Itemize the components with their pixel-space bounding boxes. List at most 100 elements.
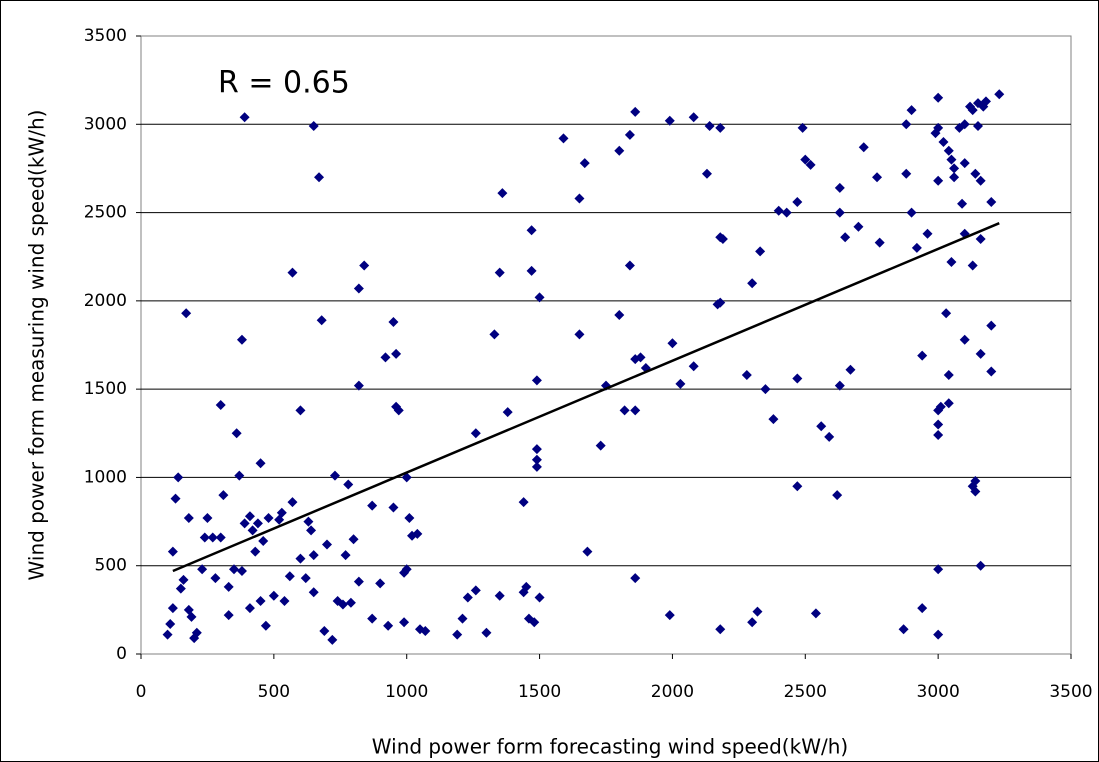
point xyxy=(470,428,481,439)
point xyxy=(210,573,221,584)
point xyxy=(688,112,699,123)
point xyxy=(250,546,261,557)
point xyxy=(207,532,218,543)
point xyxy=(967,105,978,116)
point xyxy=(353,576,364,587)
point xyxy=(630,106,641,117)
point xyxy=(162,629,173,640)
point xyxy=(457,613,468,624)
point xyxy=(911,242,922,253)
point xyxy=(197,564,208,575)
point xyxy=(388,502,399,513)
point xyxy=(558,133,569,144)
point xyxy=(244,603,255,614)
point xyxy=(715,232,726,243)
point xyxy=(167,603,178,614)
point xyxy=(805,159,816,170)
point xyxy=(975,560,986,571)
point xyxy=(704,121,715,132)
point xyxy=(970,475,981,486)
point xyxy=(579,158,590,169)
point xyxy=(792,481,803,492)
point xyxy=(834,380,845,391)
point xyxy=(316,315,327,326)
y-tick-label: 1500 xyxy=(84,379,127,399)
point xyxy=(306,525,317,536)
point xyxy=(858,142,869,153)
point xyxy=(383,620,394,631)
point xyxy=(470,585,481,596)
point xyxy=(938,136,949,147)
point xyxy=(263,513,274,524)
point xyxy=(917,350,928,361)
point xyxy=(800,154,811,165)
point xyxy=(407,530,418,541)
point xyxy=(949,172,960,183)
point xyxy=(239,112,250,123)
point xyxy=(933,629,944,640)
point xyxy=(933,405,944,416)
point xyxy=(391,401,402,412)
point xyxy=(781,207,792,218)
point xyxy=(308,550,319,561)
annotation: R = 0.65 xyxy=(218,66,350,101)
point xyxy=(319,626,330,637)
x-tick-label: 3500 xyxy=(1049,682,1092,702)
point xyxy=(236,566,247,577)
point xyxy=(343,479,354,490)
point xyxy=(760,384,771,395)
point xyxy=(327,634,338,645)
point xyxy=(574,193,585,204)
x-axis-label: Wind power form forecasting wind speed(k… xyxy=(372,735,848,759)
point xyxy=(752,606,763,617)
point xyxy=(404,513,415,524)
point xyxy=(582,546,593,557)
point xyxy=(959,158,970,169)
point xyxy=(898,624,909,635)
point xyxy=(258,535,269,546)
point xyxy=(215,400,226,411)
point xyxy=(255,596,266,607)
point xyxy=(986,320,997,331)
point xyxy=(701,168,712,179)
point xyxy=(943,398,954,409)
point xyxy=(234,470,245,481)
point xyxy=(314,172,325,183)
point xyxy=(340,550,351,561)
point xyxy=(202,513,213,524)
point xyxy=(167,546,178,557)
point xyxy=(619,405,630,416)
point xyxy=(715,122,726,133)
point xyxy=(284,571,295,582)
point xyxy=(494,267,505,278)
point xyxy=(715,297,726,308)
point xyxy=(901,119,912,130)
y-tick-label: 3500 xyxy=(84,26,127,46)
point xyxy=(322,539,332,550)
point xyxy=(287,497,298,508)
point xyxy=(715,624,726,635)
point xyxy=(970,486,981,497)
point xyxy=(287,267,298,278)
point xyxy=(308,121,319,132)
point xyxy=(664,115,675,126)
point xyxy=(872,172,883,183)
point xyxy=(874,237,885,248)
point xyxy=(688,361,699,372)
point xyxy=(329,470,340,481)
point xyxy=(526,225,537,236)
point xyxy=(255,458,266,469)
x-tick-label: 0 xyxy=(136,682,147,702)
point xyxy=(834,207,845,218)
point xyxy=(930,128,941,139)
point xyxy=(191,627,202,638)
point xyxy=(959,334,970,345)
point xyxy=(462,592,473,603)
point xyxy=(667,338,678,349)
x-tick-label: 1000 xyxy=(385,682,428,702)
point xyxy=(518,497,529,508)
point xyxy=(675,378,686,389)
point xyxy=(635,352,646,363)
point xyxy=(183,513,194,524)
point xyxy=(223,610,234,621)
